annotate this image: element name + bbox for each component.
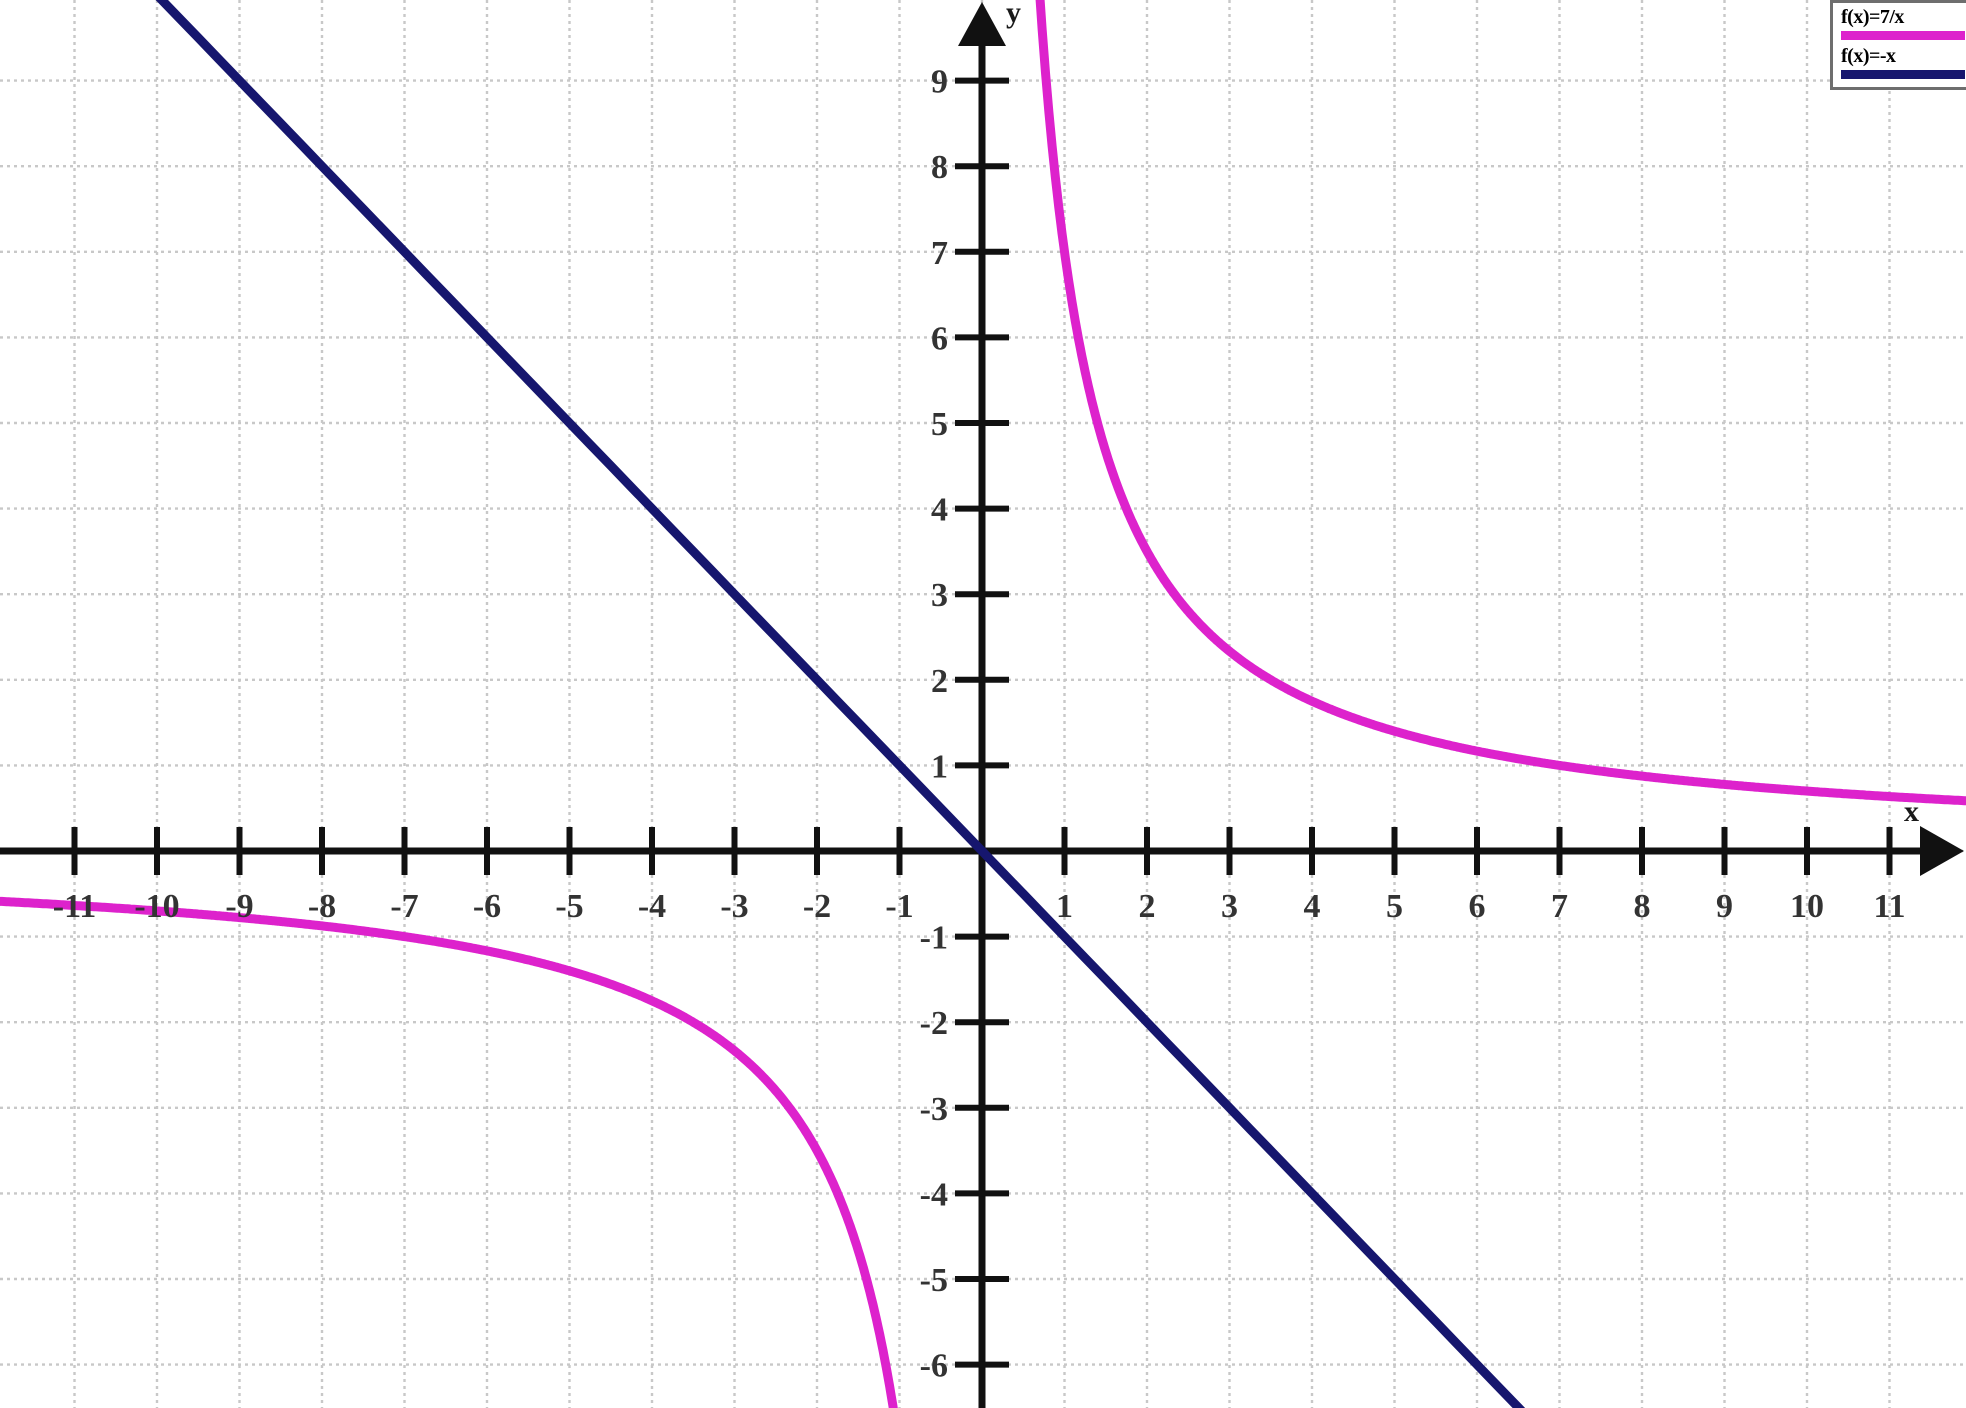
legend-swatch-0 [1841,31,1965,40]
legend-label-1: f(x)=-x [1841,45,1896,67]
x-tick-label: -3 [720,888,748,925]
x-tick-label: 6 [1469,888,1486,925]
y-tick-label: -5 [920,1262,948,1299]
y-tick-label: 2 [931,663,948,700]
legend-item-0[interactable]: f(x)=7/x [1841,6,1965,40]
x-tick-label: -9 [225,888,253,925]
legend-label-0: f(x)=7/x [1841,6,1904,28]
x-tick-label: -2 [803,888,831,925]
y-tick-label: 7 [931,235,948,272]
x-tick-label: 11 [1873,888,1905,925]
x-tick-label: -1 [885,888,913,925]
y-tick-label: -1 [920,920,948,957]
y-axis-label: y [1006,0,1021,29]
y-tick-label: 4 [931,492,948,529]
x-tick-label: -11 [53,888,96,925]
y-tick-label: -4 [920,1176,948,1213]
x-tick-label: 10 [1790,888,1824,925]
y-tick-label: 1 [931,748,948,785]
y-tick-label: 6 [931,320,948,357]
axis-ticks [71,77,1893,1368]
y-tick-label: -6 [920,1348,948,1385]
x-tick-label: 1 [1056,888,1073,925]
x-tick-label: 2 [1139,888,1156,925]
y-tick-label: 3 [931,577,948,614]
x-tick-label: 7 [1551,888,1568,925]
y-tick-label: -2 [920,1005,948,1042]
y-tick-label: 5 [931,406,948,443]
x-tick-label: -6 [473,888,501,925]
x-tick-label: -7 [390,888,418,925]
x-tick-label: -4 [638,888,666,925]
legend-swatch-1 [1841,70,1965,79]
x-tick-label: 9 [1716,888,1733,925]
y-tick-label: -3 [920,1091,948,1128]
y-tick-label: 9 [931,64,948,101]
x-tick-label: 4 [1304,888,1321,925]
x-tick-label: -5 [555,888,583,925]
legend-item-1[interactable]: f(x)=-x [1841,45,1965,79]
legend: f(x)=7/x f(x)=-x [1830,0,1966,90]
x-tick-label: 5 [1386,888,1403,925]
axis-tick-labels: -11 -10 -9 -8 -7 -6 -5 -4 -3 -2 -1 1 2 3 4 5 6 7 8 9 10 11987… [53,64,1906,1385]
y-tick-label: 8 [931,149,948,186]
x-tick-label: 3 [1221,888,1238,925]
x-tick-label: -10 [134,888,179,925]
x-axis-label: x [1904,795,1919,828]
x-tick-label: 8 [1634,888,1651,925]
x-tick-label: -8 [308,888,336,925]
